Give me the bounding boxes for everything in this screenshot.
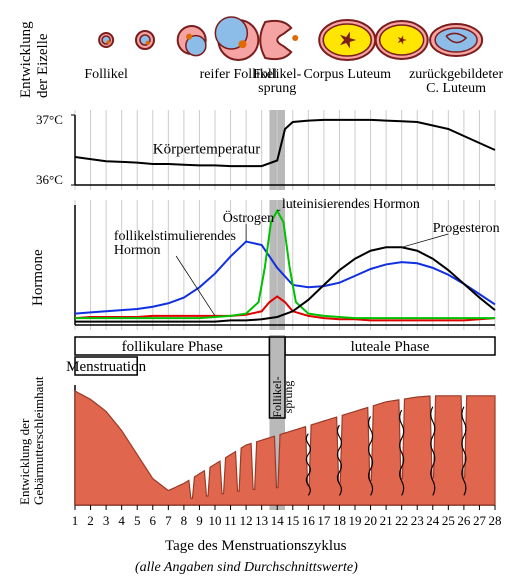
phase-box-label: luteale Phase bbox=[351, 339, 430, 355]
released-oocyte bbox=[292, 35, 298, 41]
day-tick-label: 27 bbox=[473, 513, 487, 528]
oocyte-dot bbox=[239, 40, 247, 48]
day-tick-label: 10 bbox=[209, 513, 222, 528]
day-tick-label: 12 bbox=[240, 513, 253, 528]
diagram-svg: Körpertemperatur Östrogen luteinisierendes… bbox=[0, 0, 509, 586]
day-tick-label: 6 bbox=[150, 513, 157, 528]
day-tick-label: 1 bbox=[72, 513, 79, 528]
day-tick-label: 2 bbox=[87, 513, 94, 528]
follicle-rupture bbox=[260, 21, 291, 59]
day-tick-label: 21 bbox=[380, 513, 393, 528]
progesterone-label: Progesteron bbox=[433, 221, 500, 236]
day-tick-label: 7 bbox=[165, 513, 172, 528]
day-tick-label: 4 bbox=[118, 513, 125, 528]
ovary-stage-label: zurückgebildeterC. Luteum bbox=[409, 67, 503, 96]
day-tick-label: 15 bbox=[286, 513, 299, 528]
x-axis-label: Tage des Menstruationszyklus bbox=[165, 538, 346, 555]
day-tick-label: 13 bbox=[255, 513, 268, 528]
day-tick-label: 25 bbox=[442, 513, 455, 528]
temperature-series-label: Körpertemperatur bbox=[153, 142, 260, 158]
fsh-label: follikelstimulierendesHormon bbox=[114, 229, 236, 258]
ovary-stage-label: Follikel bbox=[84, 67, 128, 82]
day-tick-label: 17 bbox=[317, 513, 331, 528]
phase-box-label: follikulare Phase bbox=[122, 339, 224, 355]
day-tick-label: 22 bbox=[395, 513, 408, 528]
day-tick-label: 19 bbox=[349, 513, 362, 528]
oocyte-dot bbox=[106, 40, 110, 44]
ovary-stage-label: Corpus Luteum bbox=[303, 67, 391, 82]
day-tick-label: 16 bbox=[302, 513, 316, 528]
footer-caption: (alle Angaben sind Durchschnittswerte) bbox=[135, 560, 358, 576]
day-tick-label: 11 bbox=[224, 513, 237, 528]
day-tick-label: 14 bbox=[271, 513, 285, 528]
day-tick-label: 23 bbox=[411, 513, 424, 528]
estrogen-label: Östrogen bbox=[223, 209, 274, 226]
oocyte-dot bbox=[186, 34, 192, 40]
day-tick-label: 24 bbox=[426, 513, 440, 528]
day-tick-label: 26 bbox=[457, 513, 471, 528]
ovulation-box-label: Follikel-sprung bbox=[270, 376, 295, 417]
cl-degenerate-inner bbox=[435, 28, 477, 52]
day-tick-label: 5 bbox=[134, 513, 141, 528]
day-tick-label: 9 bbox=[196, 513, 203, 528]
day-tick-label: 28 bbox=[489, 513, 502, 528]
day-tick-label: 20 bbox=[364, 513, 377, 528]
ovary-stage-label: Follikel-sprung bbox=[253, 67, 302, 96]
day-tick-label: 3 bbox=[103, 513, 110, 528]
oocyte-dot bbox=[146, 41, 150, 45]
phase-box-label: Menstruation bbox=[66, 359, 146, 375]
lh-label: luteinisierendes Hormon bbox=[282, 197, 420, 212]
day-tick-label: 8 bbox=[181, 513, 188, 528]
menstrual-cycle-diagram: Entwicklungder Eizelle Hormone Entwicklu… bbox=[0, 0, 509, 586]
day-tick-label: 18 bbox=[333, 513, 346, 528]
